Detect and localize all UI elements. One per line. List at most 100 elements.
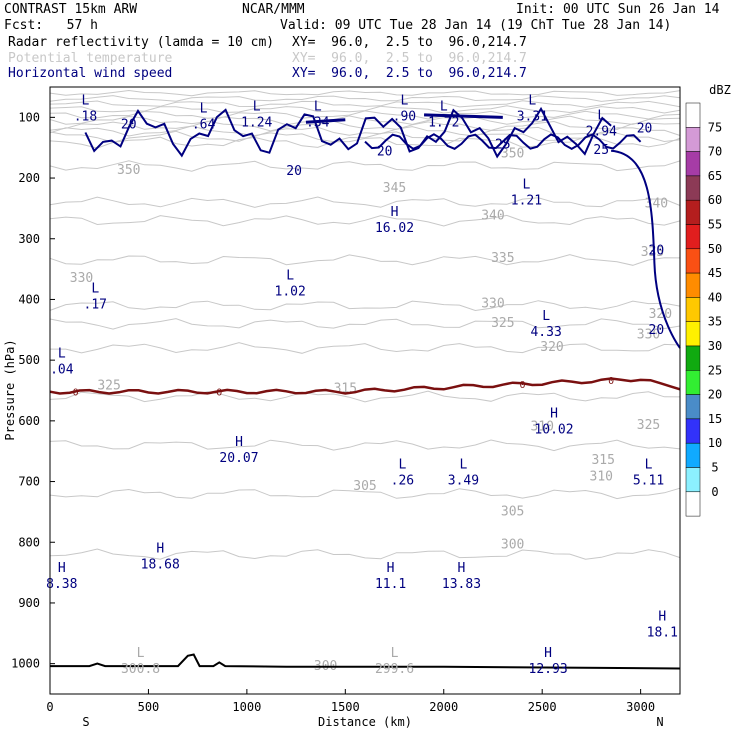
extremum-value: .26: [391, 474, 414, 489]
wind-25-contour: [364, 133, 642, 151]
extremum-value: 11.1: [375, 577, 406, 592]
extremum-letter: L: [82, 93, 90, 108]
theta-contour-label: 330: [637, 327, 660, 342]
wind-contour-label: 25: [495, 137, 511, 152]
theta-contour-label: 300: [501, 537, 524, 552]
freezing-level-label: 0: [519, 380, 525, 391]
extremum-value: 16.02: [375, 221, 414, 236]
extremum-value: 20.07: [219, 451, 258, 466]
field-wind-xy: XY= 96.0, 2.5 to 96.0,214.7: [292, 66, 527, 81]
extremum-letter: L: [137, 646, 145, 661]
theta-contour-line: [49, 136, 681, 149]
colorbar-segment: [685, 224, 701, 250]
terrain: [50, 653, 681, 670]
colorbar-label: 20: [708, 388, 722, 402]
y-tick-label: 400: [18, 292, 40, 306]
extremum-value: 4.33: [530, 325, 561, 340]
colorbar-label: 35: [708, 315, 722, 329]
field-theta-name: Potential temperature: [8, 51, 173, 66]
extremum-letter: L: [314, 100, 322, 115]
colorbar-segment: [685, 102, 701, 128]
theta-contour-line: [49, 196, 681, 208]
extremum-letter: H: [387, 561, 395, 576]
axes: 0 500 1000 1500 2000 2500 30001002003004005006…: [3, 110, 664, 729]
extremum-value: .64: [192, 117, 216, 132]
theta-contour-label: 340: [481, 208, 504, 223]
theta-contour-label: 325: [491, 316, 514, 331]
theta-contour-label: 305: [353, 479, 376, 494]
theta-contour-label: 350: [117, 163, 140, 178]
y-tick-label: 800: [18, 535, 40, 549]
x-tick-label: 2500: [528, 700, 557, 714]
x-end-label-right: N: [656, 715, 663, 729]
freezing-level-label: 0: [608, 376, 614, 387]
wind-contour-label: 20: [286, 164, 302, 179]
extremum-value: 13.83: [442, 577, 481, 592]
theta-contour-line: [49, 439, 681, 452]
theta-contour-line: [49, 487, 681, 500]
field-reflectivity-name: Radar reflectivity (lamda = 10 cm): [8, 35, 275, 50]
wind-contour-label: 20: [649, 323, 665, 338]
extremum-letter: H: [544, 646, 552, 661]
wind-contour-label: 20: [649, 244, 665, 259]
theta-contour-line: [49, 160, 681, 172]
colorbar-label: 55: [708, 218, 722, 232]
x-end-label-left: S: [82, 715, 89, 729]
colorbar-segment: [685, 491, 701, 517]
wind-contour-label: 20: [377, 145, 393, 160]
extremum-letter: L: [645, 458, 653, 473]
theta-contour-line: [49, 254, 681, 266]
extremum-value: 12.93: [529, 662, 568, 677]
colorbar-segment: [685, 321, 701, 347]
theta-contour-line: [49, 95, 681, 102]
theta-contour-label: 325: [97, 378, 120, 393]
colorbar-label: 50: [708, 242, 722, 256]
x-tick-label: 0: [46, 700, 53, 714]
x-tick-label: 1000: [232, 700, 261, 714]
colorbar-segment: [685, 151, 701, 177]
extremum-letter: L: [400, 93, 408, 108]
colorbar-segment: [685, 297, 701, 322]
extremum-value: 3.49: [448, 474, 479, 489]
wind-contour-label: 25: [593, 143, 609, 158]
extremum-letter: H: [235, 435, 243, 450]
wind-20-contour: [611, 149, 681, 349]
extremum-letter: L: [440, 100, 448, 115]
theta-contour-label: 350: [501, 147, 524, 162]
theta-contour-label: 335: [641, 245, 664, 260]
colorbar-segment: [685, 199, 701, 225]
theta-contour-line: [49, 390, 681, 403]
theta-contour-line: [49, 110, 681, 120]
extremum-value: 1.24: [241, 116, 272, 131]
theta-contour-line: [49, 100, 681, 108]
extremum-value: .17: [84, 298, 107, 313]
extremum-value: 1.72: [428, 116, 459, 131]
project-title: CONTRAST 15km ARW: [4, 2, 138, 17]
extremum-value: 2.94: [586, 125, 617, 140]
extremum-value: .18: [74, 109, 97, 124]
x-tick-label: 500: [138, 700, 160, 714]
y-tick-label: 1000: [11, 657, 40, 671]
extremum-value: .04: [50, 363, 74, 378]
colorbar-segment: [685, 467, 701, 493]
extremum-value: 299.6: [375, 662, 414, 677]
colorbar-unit: dBZ: [709, 83, 731, 97]
theta-contour-label: 345: [383, 181, 406, 196]
freezing-level-label: 0: [216, 388, 222, 399]
x-tick-label: 3000: [626, 700, 655, 714]
extremum-value: 5.11: [633, 474, 664, 489]
extremum-value: 3.31: [517, 109, 548, 124]
forecast-hour: Fcst: 57 h: [4, 18, 98, 33]
y-tick-label: 700: [18, 475, 40, 489]
extremum-value: .34: [306, 116, 330, 131]
extremum-letter: H: [458, 561, 466, 576]
theta-contour-line: [49, 89, 681, 97]
extremum-value: .90: [393, 109, 416, 124]
valid-time: Valid: 09 UTC Tue 28 Jan 14 (19 ChT Tue …: [280, 18, 672, 33]
extremum-value: 300.8: [121, 662, 160, 677]
colorbar-label: 5: [711, 461, 718, 475]
theta-contour-label: 325: [637, 418, 660, 433]
colorbar-label: 70: [708, 145, 722, 159]
